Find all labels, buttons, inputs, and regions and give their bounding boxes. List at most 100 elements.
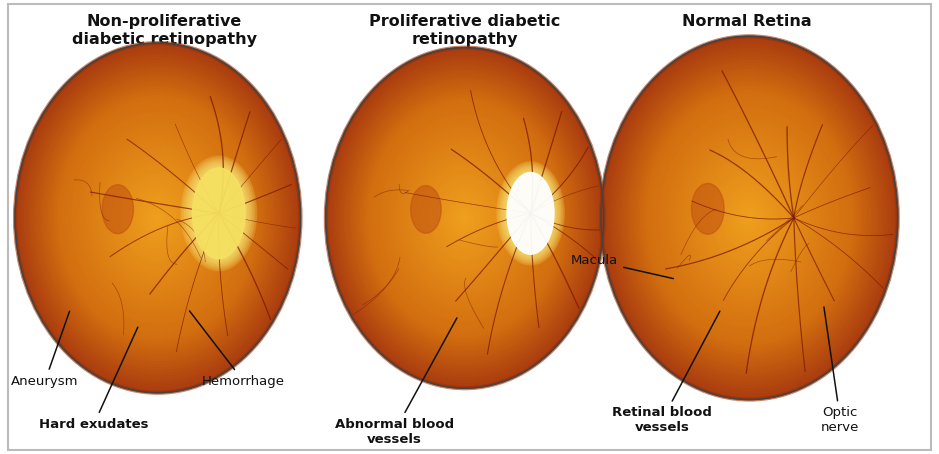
Ellipse shape	[122, 174, 193, 262]
Ellipse shape	[15, 43, 300, 393]
Ellipse shape	[192, 168, 245, 259]
Ellipse shape	[423, 167, 506, 269]
Ellipse shape	[725, 188, 774, 248]
Ellipse shape	[670, 121, 828, 315]
Ellipse shape	[23, 52, 293, 384]
Ellipse shape	[91, 136, 224, 300]
Ellipse shape	[727, 191, 772, 245]
Ellipse shape	[705, 163, 793, 272]
Ellipse shape	[331, 53, 599, 382]
Ellipse shape	[386, 121, 544, 314]
Ellipse shape	[362, 93, 567, 343]
Ellipse shape	[444, 192, 485, 243]
Ellipse shape	[361, 90, 569, 345]
Ellipse shape	[184, 159, 254, 267]
Ellipse shape	[653, 100, 846, 336]
Ellipse shape	[125, 177, 191, 259]
Ellipse shape	[734, 200, 764, 236]
Ellipse shape	[32, 64, 284, 372]
Ellipse shape	[349, 76, 580, 360]
Ellipse shape	[505, 171, 556, 256]
Ellipse shape	[134, 189, 181, 247]
Ellipse shape	[190, 164, 248, 262]
Ellipse shape	[337, 62, 593, 374]
Ellipse shape	[707, 167, 792, 269]
Ellipse shape	[454, 204, 476, 232]
Ellipse shape	[342, 68, 588, 368]
Ellipse shape	[102, 185, 133, 234]
Ellipse shape	[74, 116, 241, 320]
Ellipse shape	[416, 158, 514, 277]
Ellipse shape	[20, 49, 296, 387]
Ellipse shape	[400, 138, 530, 297]
Ellipse shape	[504, 169, 557, 257]
Ellipse shape	[46, 81, 269, 355]
Ellipse shape	[375, 107, 555, 329]
Ellipse shape	[148, 206, 167, 230]
Ellipse shape	[60, 99, 255, 337]
Ellipse shape	[623, 64, 875, 372]
Ellipse shape	[402, 141, 528, 295]
Ellipse shape	[411, 153, 518, 283]
Text: Normal Retina: Normal Retina	[682, 14, 811, 29]
Ellipse shape	[340, 64, 590, 371]
Ellipse shape	[395, 133, 534, 303]
Ellipse shape	[722, 185, 777, 251]
Ellipse shape	[737, 203, 762, 233]
Ellipse shape	[96, 142, 220, 294]
Ellipse shape	[136, 192, 179, 244]
Ellipse shape	[645, 91, 854, 345]
Ellipse shape	[150, 209, 165, 227]
Ellipse shape	[41, 75, 274, 360]
Ellipse shape	[680, 133, 819, 303]
Ellipse shape	[58, 95, 257, 340]
Ellipse shape	[68, 107, 248, 329]
Ellipse shape	[84, 128, 232, 308]
Ellipse shape	[51, 87, 265, 349]
Ellipse shape	[719, 182, 779, 254]
Ellipse shape	[712, 173, 787, 263]
Ellipse shape	[698, 154, 801, 281]
Text: Non-proliferative
diabetic retinopathy: Non-proliferative diabetic retinopathy	[71, 14, 257, 47]
Ellipse shape	[636, 79, 863, 357]
Ellipse shape	[139, 195, 177, 241]
Ellipse shape	[621, 60, 878, 375]
Ellipse shape	[611, 49, 887, 387]
Ellipse shape	[103, 151, 212, 285]
Ellipse shape	[69, 110, 246, 326]
Ellipse shape	[372, 104, 558, 331]
Ellipse shape	[702, 160, 796, 276]
Ellipse shape	[437, 184, 493, 252]
Ellipse shape	[507, 173, 554, 254]
Ellipse shape	[407, 147, 523, 289]
Ellipse shape	[441, 189, 488, 246]
Ellipse shape	[643, 88, 855, 348]
Ellipse shape	[700, 158, 799, 278]
Ellipse shape	[608, 45, 890, 390]
Ellipse shape	[393, 130, 536, 306]
Ellipse shape	[335, 59, 594, 377]
Ellipse shape	[432, 178, 498, 257]
Ellipse shape	[685, 139, 813, 296]
Ellipse shape	[377, 110, 553, 326]
Ellipse shape	[384, 118, 546, 317]
Ellipse shape	[421, 164, 509, 272]
Ellipse shape	[435, 181, 495, 255]
Ellipse shape	[29, 60, 286, 375]
Text: Hard exudates: Hard exudates	[39, 327, 148, 431]
Ellipse shape	[446, 195, 484, 241]
Text: Macula: Macula	[571, 254, 673, 279]
Ellipse shape	[691, 183, 724, 234]
Ellipse shape	[367, 99, 562, 337]
Ellipse shape	[356, 84, 574, 351]
Ellipse shape	[94, 139, 222, 296]
Ellipse shape	[668, 118, 831, 318]
Ellipse shape	[651, 97, 848, 339]
Ellipse shape	[119, 171, 196, 265]
Ellipse shape	[717, 178, 781, 257]
Ellipse shape	[86, 130, 229, 305]
Ellipse shape	[345, 70, 585, 365]
Ellipse shape	[604, 39, 895, 396]
Ellipse shape	[131, 186, 184, 250]
Ellipse shape	[747, 215, 752, 221]
